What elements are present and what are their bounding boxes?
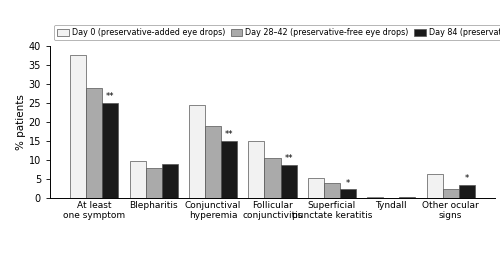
- Legend: Day 0 (preservative-added eye drops), Day 28–42 (preservative-free eye drops), D: Day 0 (preservative-added eye drops), Da…: [54, 25, 500, 40]
- Bar: [458, 185, 475, 198]
- Bar: [442, 188, 458, 198]
- Bar: [400, 197, 415, 198]
- Bar: [146, 168, 162, 198]
- Bar: [264, 158, 280, 198]
- Bar: [368, 197, 384, 198]
- Text: *: *: [346, 179, 350, 188]
- Text: *: *: [464, 174, 469, 183]
- Text: **: **: [284, 154, 293, 163]
- Bar: [340, 189, 356, 198]
- Bar: [130, 161, 146, 198]
- Bar: [308, 178, 324, 198]
- Bar: [102, 103, 118, 198]
- Bar: [189, 105, 205, 198]
- Bar: [205, 126, 221, 198]
- Bar: [221, 141, 237, 198]
- Text: **: **: [225, 131, 234, 139]
- Y-axis label: % patients: % patients: [16, 94, 26, 150]
- Bar: [280, 165, 296, 198]
- Bar: [70, 55, 86, 198]
- Bar: [86, 88, 102, 198]
- Bar: [426, 174, 442, 198]
- Bar: [324, 183, 340, 198]
- Bar: [248, 141, 264, 198]
- Text: **: **: [106, 92, 114, 101]
- Bar: [162, 164, 178, 198]
